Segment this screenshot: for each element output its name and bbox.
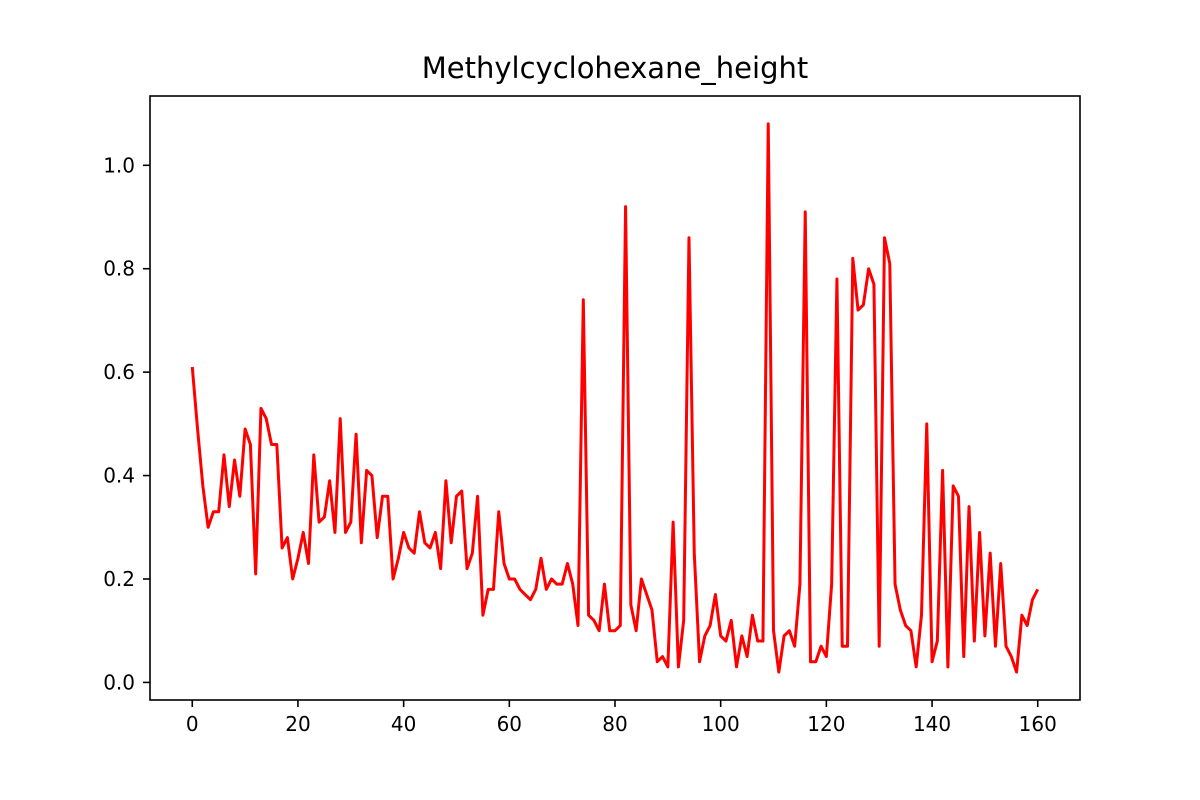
y-tick-label: 0.6	[103, 360, 135, 384]
chart-title: Methylcyclohexane_height	[422, 51, 809, 85]
y-tick-label: 0.0	[103, 670, 135, 694]
plot-frame	[149, 95, 1081, 701]
x-tick-label: 40	[391, 712, 416, 736]
x-axis: 0 20 40 60 80 100 120 140 160	[186, 700, 1057, 736]
series-line-0	[190, 122, 1040, 674]
y-tick-label: 0.2	[103, 567, 135, 591]
x-tick-label: 100	[702, 712, 740, 736]
x-tick-label: 140	[913, 712, 951, 736]
y-tick-label: 1.0	[103, 153, 135, 177]
x-tick-label: 0	[186, 712, 199, 736]
x-tick-label: 160	[1019, 712, 1057, 736]
y-axis: 0.0 0.2 0.4 0.6 0.8 1.0	[103, 153, 150, 694]
x-tick-label: 20	[285, 712, 310, 736]
x-tick-label: 60	[497, 712, 522, 736]
y-tick-label: 0.8	[103, 257, 135, 281]
x-tick-label: 120	[807, 712, 845, 736]
plot-area	[190, 122, 1040, 674]
y-tick-label: 0.4	[103, 464, 135, 488]
x-tick-label: 80	[602, 712, 627, 736]
